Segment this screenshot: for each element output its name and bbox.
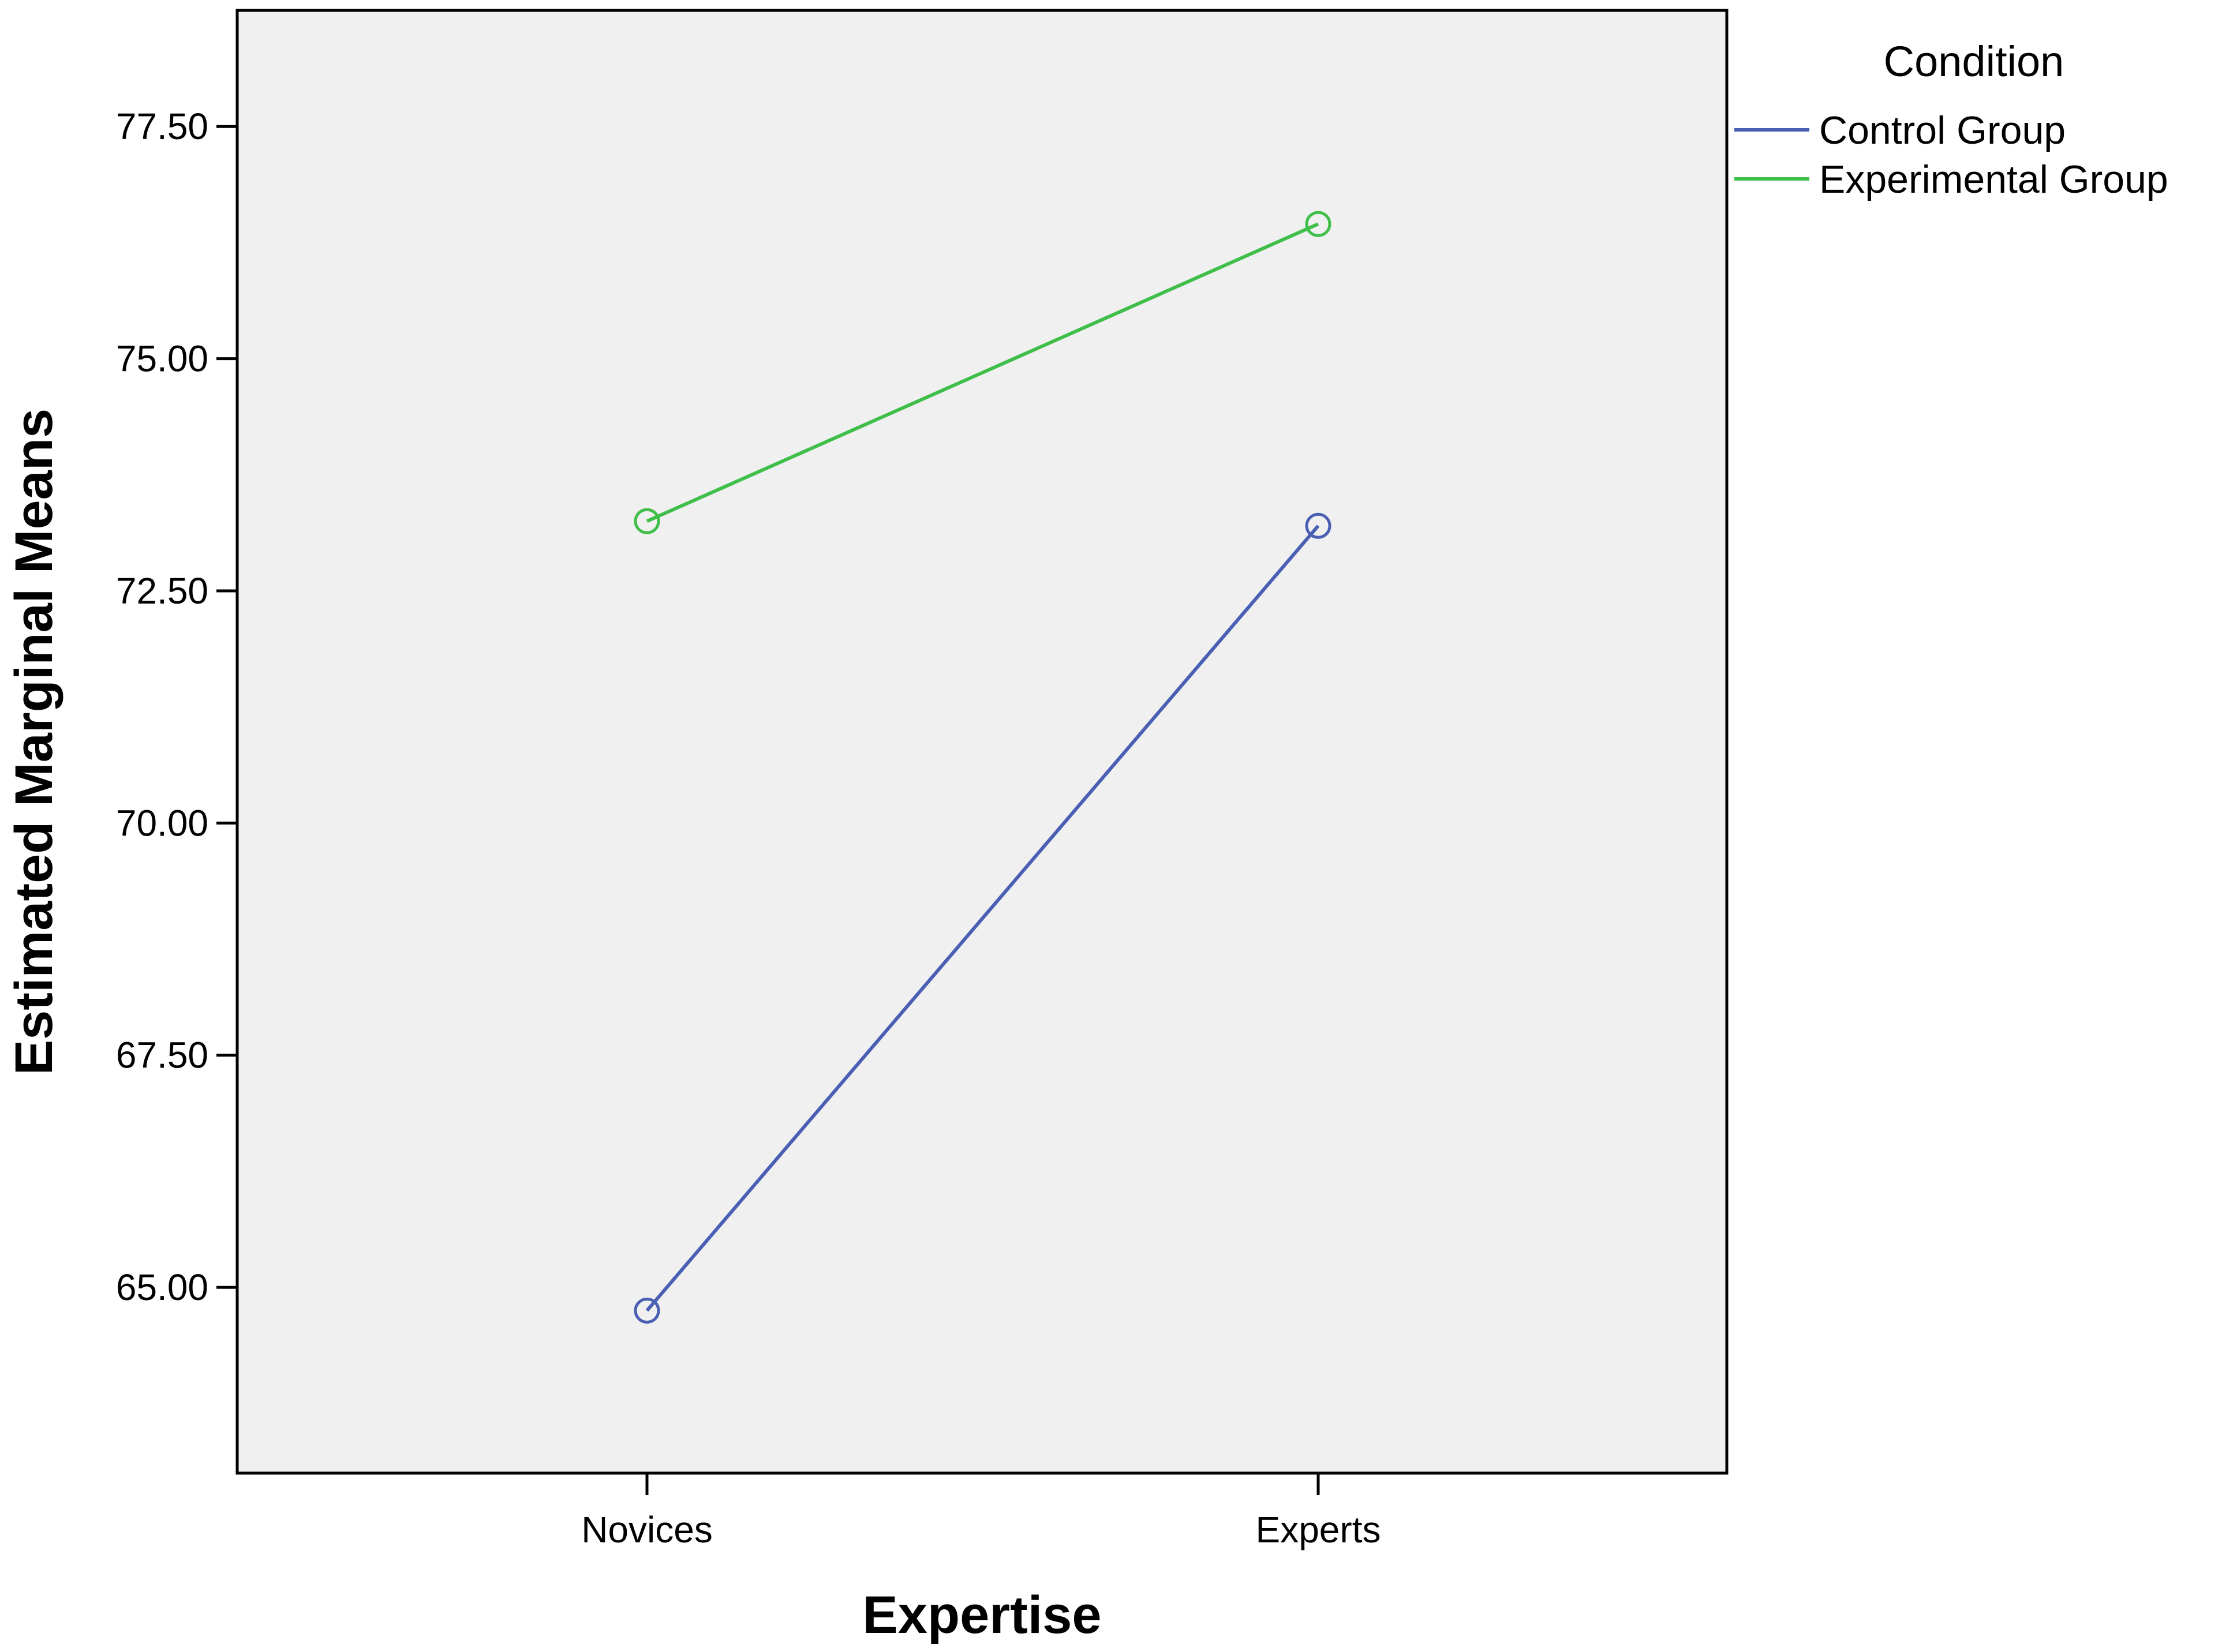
- data-point: [1305, 512, 1331, 539]
- legend-label: Control Group: [1819, 108, 2066, 152]
- x-axis: Novices Experts: [581, 1473, 1381, 1550]
- y-tick-label: 65.00: [116, 1267, 208, 1308]
- y-axis: 65.00 67.50 70.00 72.50 75.00 77.50: [116, 106, 237, 1308]
- legend: Condition Control Group Experimental Grou…: [1734, 38, 2168, 201]
- y-tick-label: 77.50: [116, 106, 208, 147]
- y-tick-label: 67.50: [116, 1035, 208, 1076]
- y-tick-label: 75.00: [116, 338, 208, 380]
- series-layer: [634, 211, 1331, 1324]
- legend-title: Condition: [1884, 38, 2064, 85]
- series-experimental-group: [634, 211, 1331, 534]
- y-tick-label: 72.50: [116, 570, 208, 612]
- series-control-group: [634, 512, 1331, 1324]
- data-point: [634, 1297, 660, 1324]
- series-line: [646, 222, 1319, 523]
- y-axis-title: Estimated Marginal Means: [5, 409, 63, 1075]
- data-point: [1305, 211, 1331, 237]
- x-tick-label: Experts: [1256, 1509, 1381, 1550]
- data-point: [634, 508, 660, 534]
- series-line: [645, 525, 1320, 1312]
- y-tick-label: 70.00: [116, 802, 208, 844]
- plot-area: [235, 9, 1729, 1475]
- x-tick-label: Novices: [581, 1509, 713, 1550]
- legend-label: Experimental Group: [1819, 158, 2168, 201]
- x-axis-title: Expertise: [862, 1586, 1101, 1644]
